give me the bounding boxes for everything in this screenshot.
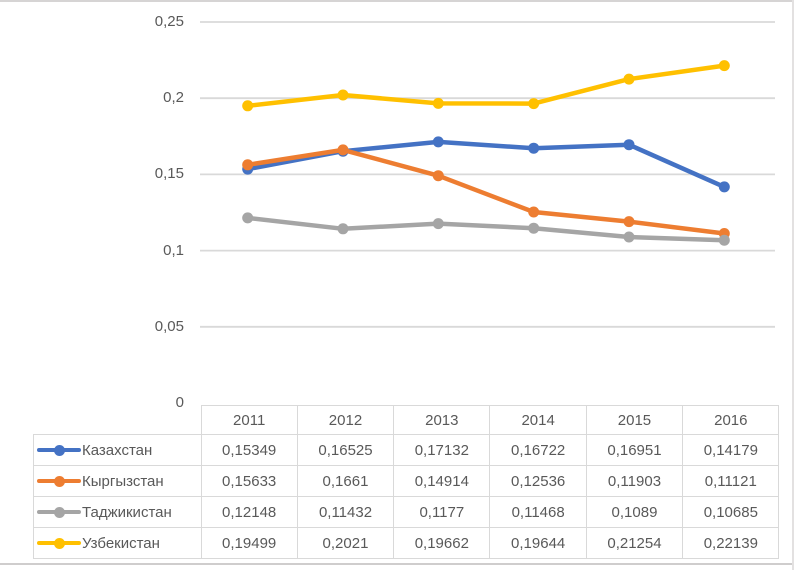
data-point-marker	[528, 206, 540, 218]
data-table-body: Казахстан 0,15349 0,16525 0,17132 0,16722 0,1…	[33, 434, 780, 559]
data-point-marker	[337, 89, 349, 101]
data-value-cell: 0,14179	[682, 434, 780, 466]
data-value-cell: 0,1661	[296, 465, 395, 497]
data-table-header: 2011 2012 2013 2014 2015 2016	[34, 405, 780, 435]
data-point-marker	[242, 212, 254, 224]
data-point-marker	[242, 159, 254, 171]
data-point-marker	[528, 98, 540, 110]
data-table-corner	[34, 406, 202, 435]
data-point-marker	[528, 142, 540, 154]
series-name-label: Кыргызстан	[82, 472, 164, 490]
data-value-cell: 0,21254	[585, 527, 684, 559]
series-name-label: Узбекистан	[82, 534, 160, 552]
y-axis-tick-label: 0,1	[163, 241, 184, 259]
data-point-marker	[623, 139, 635, 151]
data-table-row: Таджикистан 0,12148 0,11432 0,1177 0,11468 0,…	[33, 496, 780, 528]
data-table: 2011 2012 2013 2014 2015 2016 Казахстан 0,1534…	[33, 405, 780, 559]
series-name-label: Казахстан	[82, 441, 153, 459]
legend-line-marker-icon	[37, 506, 81, 518]
legend-line-marker-icon	[37, 444, 81, 456]
data-point-marker	[623, 231, 635, 243]
data-point-marker	[242, 100, 254, 112]
legend-cell-2: Таджикистан	[33, 496, 202, 528]
data-value-cell: 0,2021	[296, 527, 395, 559]
chart-border-top	[0, 0, 794, 2]
data-value-cell: 0,16722	[489, 434, 587, 466]
chart-border-bottom	[0, 563, 794, 565]
y-axis-tick-label: 0,15	[154, 165, 184, 183]
data-value-cell: 0,19644	[489, 527, 587, 559]
data-table-header-row: 2011 2012 2013 2014 2015 2016	[34, 405, 780, 435]
data-table-row: Казахстан 0,15349 0,16525 0,17132 0,16722 0,1…	[33, 434, 780, 466]
year-column-header: 2015	[585, 405, 684, 435]
year-column-header: 2014	[489, 405, 587, 435]
data-value-cell: 0,15349	[200, 434, 298, 466]
year-column-header: 2016	[682, 405, 780, 435]
data-value-cell: 0,11468	[489, 496, 587, 528]
legend-key: Кыргызстан	[34, 467, 200, 496]
data-point-marker	[623, 73, 635, 85]
data-value-cell: 0,15633	[200, 465, 298, 497]
y-axis-tick-label: 0,2	[163, 89, 184, 107]
legend-key: Казахстан	[34, 436, 200, 465]
data-value-cell: 0,22139	[682, 527, 780, 559]
data-value-cell: 0,19499	[200, 527, 298, 559]
data-value-cell: 0,12536	[489, 465, 587, 497]
legend-line-marker-icon	[37, 537, 81, 549]
data-point-marker	[432, 218, 444, 230]
legend-line-marker-icon	[37, 475, 81, 487]
legend-cell-3: Узбекистан	[33, 527, 202, 559]
year-column-header: 2012	[296, 405, 395, 435]
data-value-cell: 0,1177	[393, 496, 491, 528]
data-table-row: Кыргызстан 0,15633 0,1661 0,14914 0,12536 0,1…	[33, 465, 780, 497]
series-name-label: Таджикистан	[82, 503, 172, 521]
year-column-header: 2011	[200, 405, 298, 435]
legend-key: Узбекистан	[34, 529, 200, 558]
legend-cell-0: Казахстан	[33, 434, 202, 466]
data-point-marker	[337, 223, 349, 235]
data-value-cell: 0,11903	[585, 465, 684, 497]
data-point-marker	[432, 97, 444, 109]
year-column-header: 2013	[393, 405, 491, 435]
data-value-cell: 0,11432	[296, 496, 395, 528]
y-axis-tick-label: 0	[175, 394, 184, 411]
series-line-2	[245, 215, 727, 243]
data-value-cell: 0,12148	[200, 496, 298, 528]
series-line-0	[245, 139, 727, 190]
data-point-marker	[432, 170, 444, 182]
data-value-cell: 0,10685	[682, 496, 780, 528]
data-value-cell: 0,17132	[393, 434, 491, 466]
data-value-cell: 0,11121	[682, 465, 780, 497]
data-table-row: Узбекистан 0,19499 0,2021 0,19662 0,19644 0,2…	[33, 527, 780, 559]
data-point-marker	[432, 136, 444, 148]
data-point-marker	[718, 60, 730, 72]
data-value-cell: 0,1089	[585, 496, 684, 528]
legend-key: Таджикистан	[34, 498, 200, 527]
data-value-cell: 0,14914	[393, 465, 491, 497]
legend-cell-1: Кыргызстан	[33, 465, 202, 497]
data-value-cell: 0,16525	[296, 434, 395, 466]
data-value-cell: 0,19662	[393, 527, 491, 559]
chart-border-right	[792, 0, 794, 570]
data-point-marker	[718, 234, 730, 246]
data-point-marker	[337, 144, 349, 156]
y-axis-tick-label: 0,05	[154, 317, 184, 335]
data-point-marker	[528, 222, 540, 234]
data-point-marker	[623, 216, 635, 228]
data-point-marker	[718, 181, 730, 193]
y-axis-tick-label: 0,25	[154, 13, 184, 30]
series-line-1	[245, 147, 727, 236]
data-value-cell: 0,16951	[585, 434, 684, 466]
series-line-3	[245, 63, 727, 109]
